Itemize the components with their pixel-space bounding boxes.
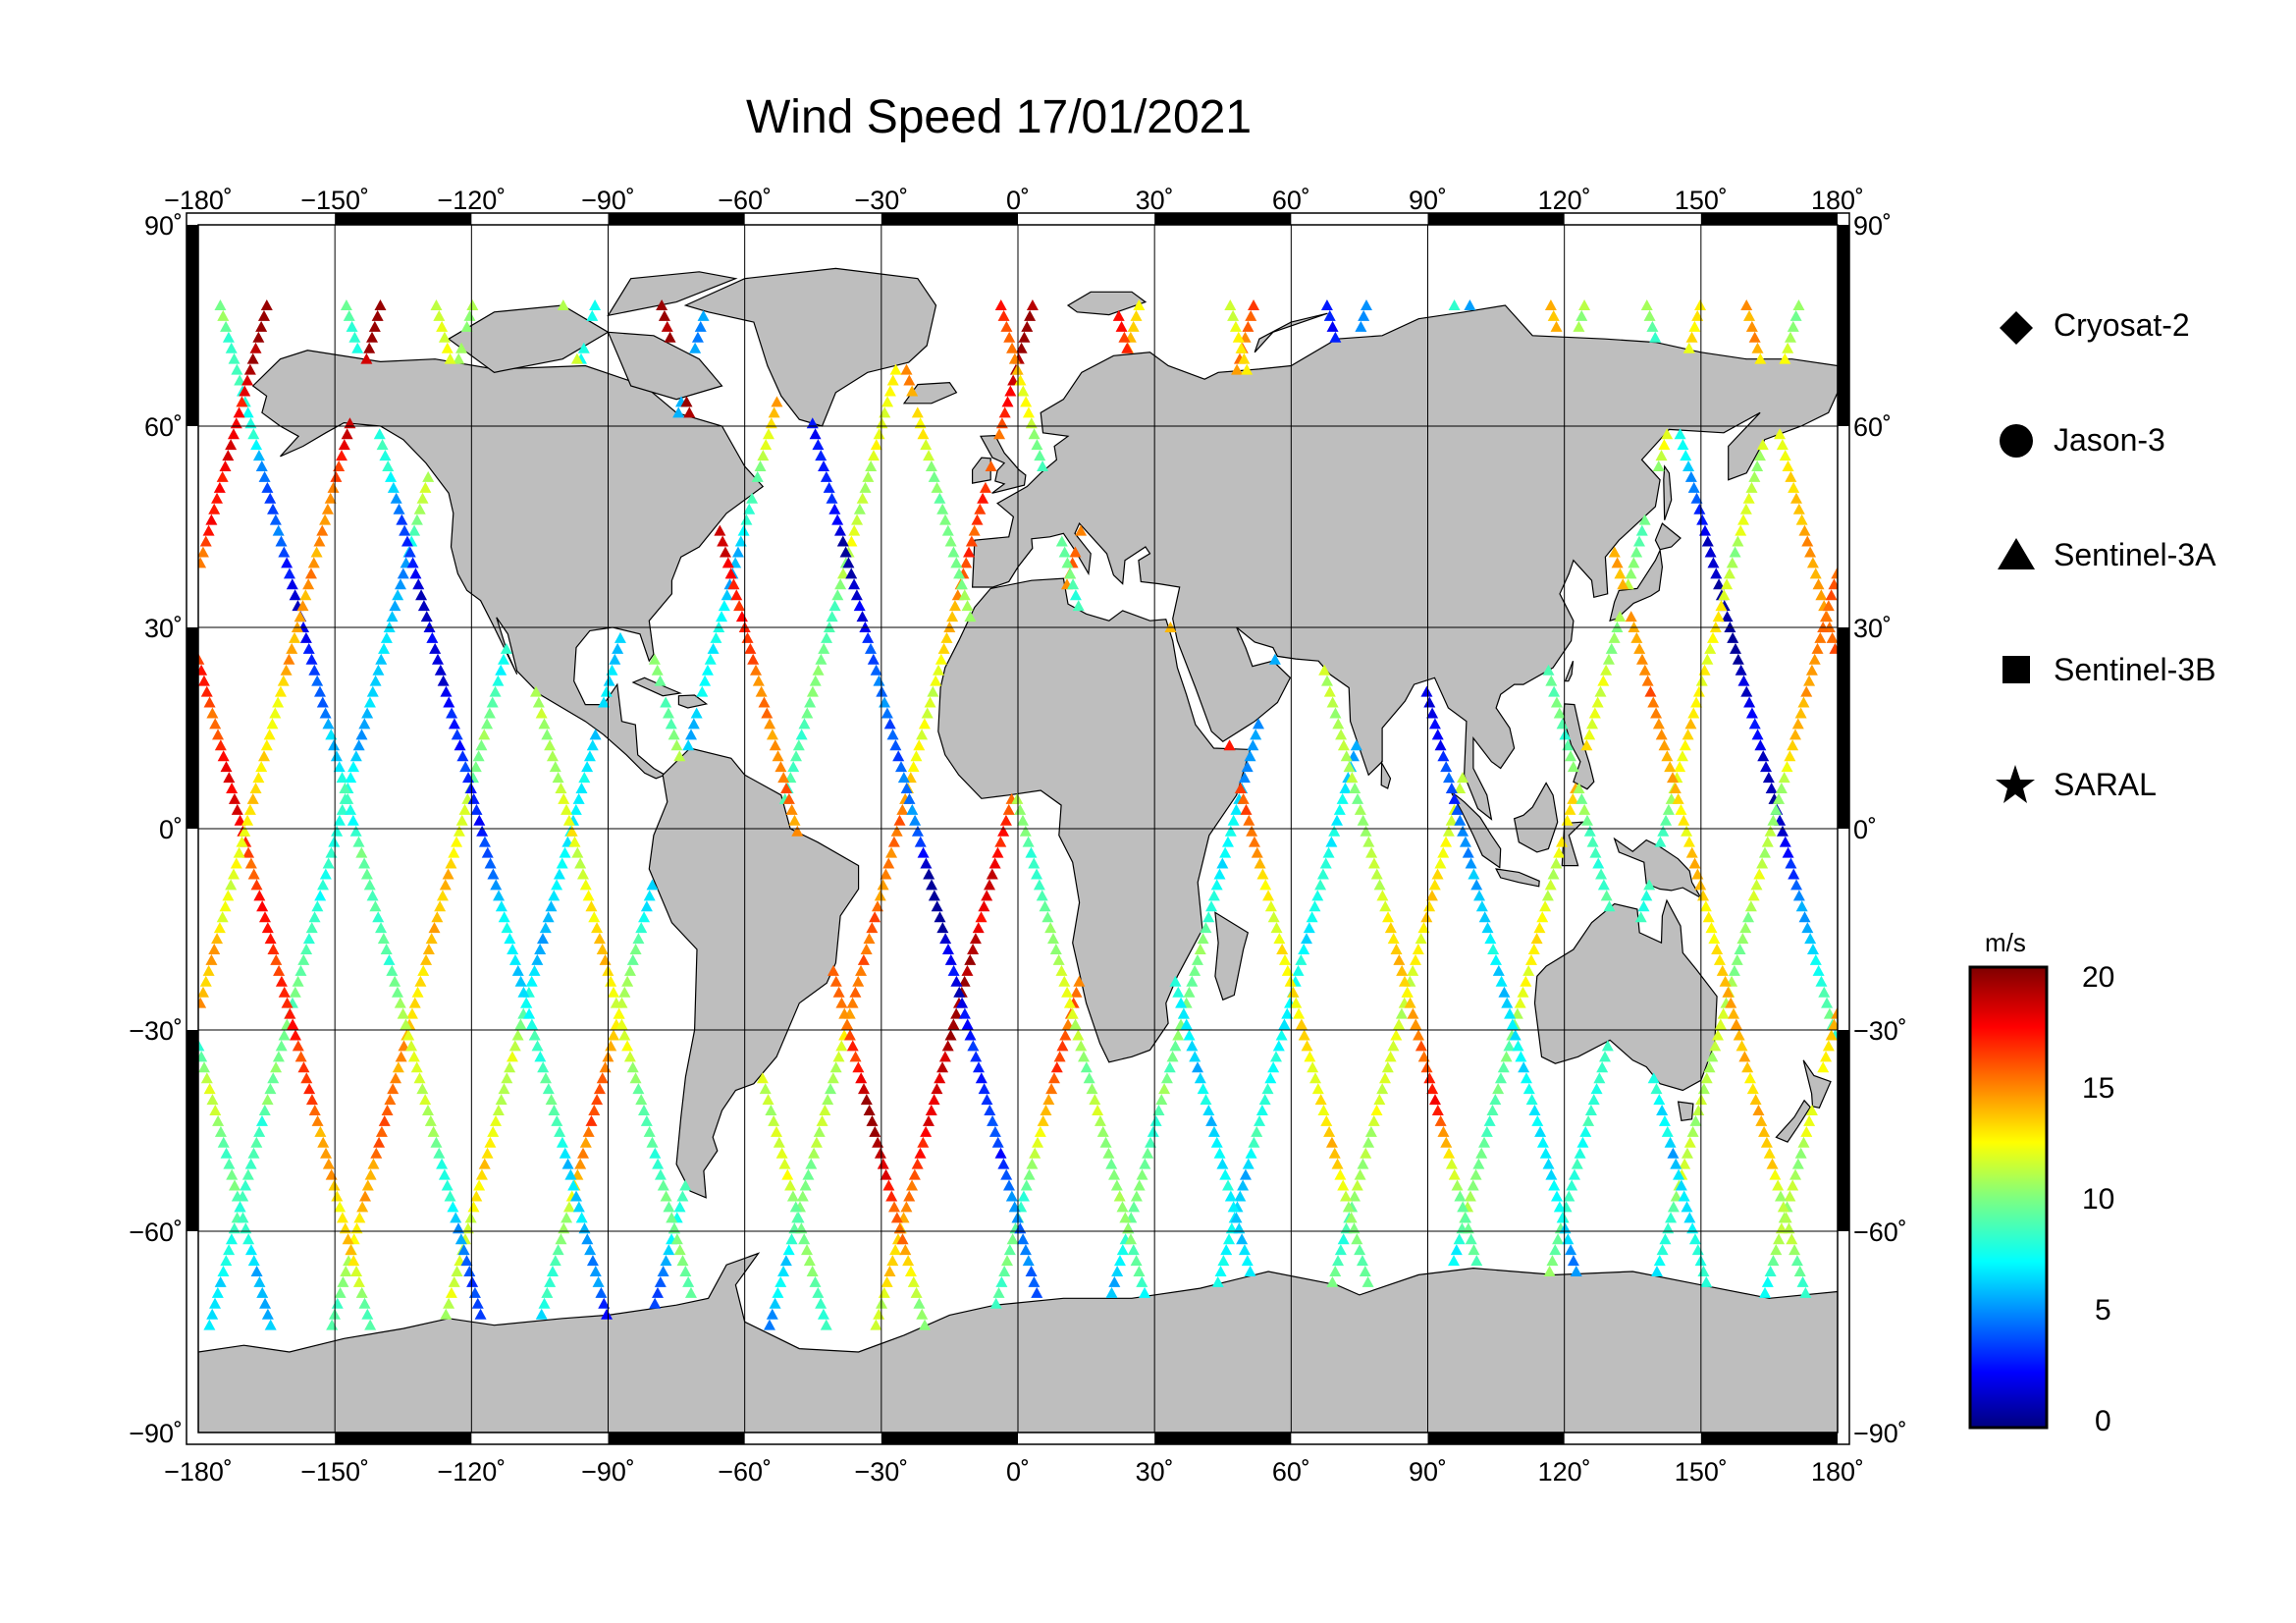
lon-tick-top: 30˚ <box>1136 186 1174 215</box>
lon-tick-top: 150˚ <box>1675 186 1728 215</box>
lon-tick-top: −60˚ <box>718 186 772 215</box>
lon-tick-top: 90˚ <box>1409 186 1447 215</box>
map-frame <box>186 212 1850 1445</box>
legend-label-saral: SARAL <box>2054 767 2157 802</box>
lat-tick-right: 30˚ <box>1853 614 1892 643</box>
lat-tick-left: 60˚ <box>144 412 183 442</box>
square-icon <box>2002 656 2030 688</box>
lat-tick-left: 90˚ <box>144 211 183 241</box>
map-title: Wind Speed 17/01/2021 <box>746 91 1253 143</box>
lon-tick-top: 180˚ <box>1811 186 1864 215</box>
lat-tick-right: −30˚ <box>1853 1016 1907 1046</box>
legend-label-sentinel-3b: Sentinel-3B <box>2054 652 2216 687</box>
lat-tick-right: 0˚ <box>1853 815 1877 844</box>
lon-tick-bottom: 150˚ <box>1675 1457 1728 1487</box>
lon-tick-top: −30˚ <box>854 186 908 215</box>
colorbar-tick-0: 0 <box>2095 1405 2111 1437</box>
lon-tick-top: 0˚ <box>1006 186 1030 215</box>
star-icon <box>1995 764 2036 810</box>
lon-tick-top: −150˚ <box>300 186 369 215</box>
lon-tick-bottom: −180˚ <box>164 1457 233 1487</box>
lon-tick-bottom: −30˚ <box>854 1457 908 1487</box>
lat-tick-left: −90˚ <box>129 1419 183 1448</box>
lon-tick-bottom: 120˚ <box>1538 1457 1591 1487</box>
satellite-tracks <box>198 299 1838 1330</box>
lat-tick-right: −90˚ <box>1853 1419 1907 1448</box>
lon-tick-top: 120˚ <box>1538 186 1591 215</box>
lat-tick-left: 30˚ <box>144 614 183 643</box>
legend-label-cryosat: Cryosat-2 <box>2054 307 2190 343</box>
colorbar-tick-15: 15 <box>2082 1072 2115 1105</box>
colorbar-tick-20: 20 <box>2082 961 2115 994</box>
graticule <box>198 225 1838 1433</box>
lat-tick-right: 60˚ <box>1853 412 1892 442</box>
lat-tick-right: −60˚ <box>1853 1217 1907 1247</box>
lat-tick-right: 90˚ <box>1853 211 1892 241</box>
circle-icon <box>1999 423 2034 463</box>
lon-tick-bottom: −90˚ <box>581 1457 635 1487</box>
diamond-icon <box>1999 310 2034 351</box>
axis-tick-labels: −180˚ −180˚ −150˚ −150˚ −120˚ −120˚ −90˚ −90˚ −6… <box>129 186 1907 1487</box>
colorbar <box>1968 965 2049 1430</box>
legend-label-jason: Jason-3 <box>2054 422 2165 458</box>
lon-tick-bottom: −60˚ <box>718 1457 772 1487</box>
lon-tick-bottom: −150˚ <box>300 1457 369 1487</box>
legend-label-sentinel-3a: Sentinel-3A <box>2054 537 2216 572</box>
colorbar-tick-10: 10 <box>2082 1183 2115 1216</box>
lon-tick-bottom: 30˚ <box>1136 1457 1174 1487</box>
lon-tick-top: −120˚ <box>437 186 506 215</box>
colorbar-unit: m/s <box>1985 928 2026 957</box>
lon-tick-top: 60˚ <box>1272 186 1310 215</box>
lon-tick-bottom: 60˚ <box>1272 1457 1310 1487</box>
lon-tick-bottom: 180˚ <box>1811 1457 1864 1487</box>
triangle-icon <box>1997 537 2036 575</box>
lat-tick-left: 0˚ <box>159 815 183 844</box>
lat-tick-left: −30˚ <box>129 1016 183 1046</box>
lon-tick-bottom: −120˚ <box>437 1457 506 1487</box>
lon-tick-bottom: 0˚ <box>1006 1457 1030 1487</box>
lon-tick-bottom: 90˚ <box>1409 1457 1447 1487</box>
lat-tick-left: −60˚ <box>129 1217 183 1247</box>
lon-tick-top: −90˚ <box>581 186 635 215</box>
colorbar-tick-5: 5 <box>2095 1294 2111 1326</box>
lon-tick-top: −180˚ <box>164 186 233 215</box>
